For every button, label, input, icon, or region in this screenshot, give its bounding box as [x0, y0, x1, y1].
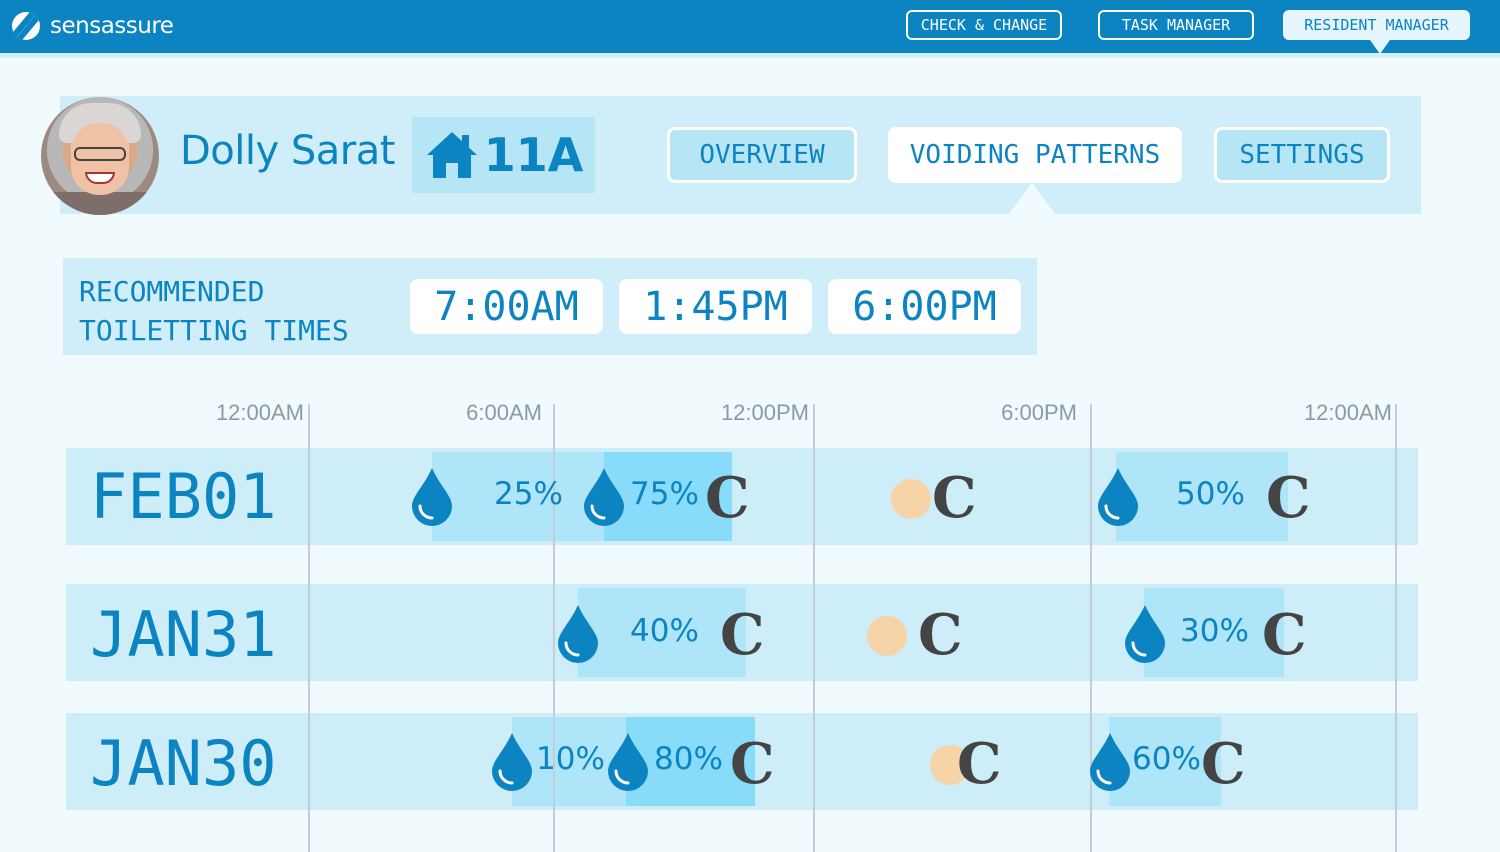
void-segment[interactable] — [578, 588, 746, 677]
resident-name: Dolly Sarat — [180, 128, 395, 174]
brand-logo[interactable]: sensassure — [12, 11, 174, 41]
change-mark-icon: C — [1266, 465, 1311, 531]
void-segment[interactable] — [626, 717, 755, 806]
resident-avatar — [41, 97, 159, 215]
change-mark-icon: C — [957, 731, 1002, 797]
void-segment[interactable] — [1116, 452, 1288, 541]
recommended-time-1: 7:00AM — [410, 279, 603, 334]
recommended-time-3: 6:00PM — [828, 279, 1021, 334]
tab-voiding-patterns[interactable]: VOIDING PATTERNS — [888, 127, 1182, 183]
recommended-times-label: RECOMMENDED TOILETTING TIMES — [79, 272, 399, 350]
change-mark-icon: C — [705, 465, 750, 531]
dry-dot-icon — [867, 616, 907, 656]
water-drop-icon — [410, 466, 454, 526]
change-mark-icon: C — [730, 731, 775, 797]
axis-label-6pm: 6:00PM — [1001, 400, 1077, 425]
water-drop-icon — [556, 603, 600, 663]
gridline — [308, 404, 310, 852]
void-segment[interactable] — [604, 452, 732, 541]
axis-label-12am-end: 12:00AM — [1303, 400, 1392, 425]
water-drop-icon — [490, 731, 534, 791]
void-segment[interactable] — [1109, 717, 1221, 806]
change-mark-icon: C — [1262, 602, 1307, 668]
day-label: JAN31 — [90, 598, 277, 671]
water-drop-icon — [1088, 731, 1132, 791]
void-percent: 75% — [630, 476, 699, 512]
recommended-label-line2: TOILETTING TIMES — [79, 314, 349, 347]
room-number: 11A — [483, 128, 584, 182]
change-mark-icon: C — [932, 465, 977, 531]
gridline — [1090, 404, 1092, 852]
water-drop-icon — [1123, 603, 1167, 663]
recommended-label-line1: RECOMMENDED — [79, 275, 265, 308]
change-mark-icon: C — [720, 602, 765, 668]
active-nav-pointer — [1370, 40, 1390, 54]
check-change-button[interactable]: CHECK & CHANGE — [906, 10, 1062, 40]
top-bar-divider — [0, 53, 1500, 58]
gridline — [1395, 404, 1397, 852]
void-percent: 80% — [654, 741, 723, 777]
void-percent: 40% — [630, 613, 699, 649]
void-percent: 50% — [1176, 476, 1245, 512]
sensassure-logo-icon — [12, 12, 40, 40]
gridline — [553, 404, 555, 852]
dry-dot-icon — [891, 479, 931, 519]
brand-name: sensassure — [50, 13, 174, 39]
tab-overview[interactable]: OVERVIEW — [667, 127, 857, 183]
void-segment[interactable] — [512, 717, 626, 806]
void-percent: 30% — [1180, 613, 1249, 649]
task-manager-button[interactable]: TASK MANAGER — [1098, 10, 1254, 40]
tab-settings[interactable]: SETTINGS — [1214, 127, 1390, 183]
day-label: FEB01 — [90, 460, 277, 533]
resident-manager-button[interactable]: RESIDENT MANAGER — [1283, 10, 1470, 40]
void-segment[interactable] — [432, 452, 604, 541]
axis-label-12pm: 12:00PM — [720, 400, 809, 425]
dry-dot-icon — [930, 745, 970, 785]
change-mark-icon: C — [918, 602, 963, 668]
void-segment[interactable] — [1144, 588, 1284, 677]
water-drop-icon — [606, 731, 650, 791]
change-mark-icon: C — [1201, 731, 1246, 797]
void-percent: 25% — [494, 476, 563, 512]
gridline — [813, 404, 815, 852]
day-label: JAN30 — [90, 727, 277, 800]
recommended-time-2: 1:45PM — [619, 279, 812, 334]
axis-label-6am: 6:00AM — [466, 400, 542, 425]
home-icon — [426, 132, 477, 178]
axis-label-12am-start: 12:00AM — [215, 400, 304, 425]
active-tab-pointer — [1008, 183, 1056, 215]
water-drop-icon — [582, 466, 626, 526]
top-bar — [0, 0, 1500, 53]
void-percent: 10% — [536, 741, 605, 777]
room-badge: 11A — [412, 117, 595, 193]
water-drop-icon — [1096, 466, 1140, 526]
void-percent: 60% — [1132, 741, 1201, 777]
